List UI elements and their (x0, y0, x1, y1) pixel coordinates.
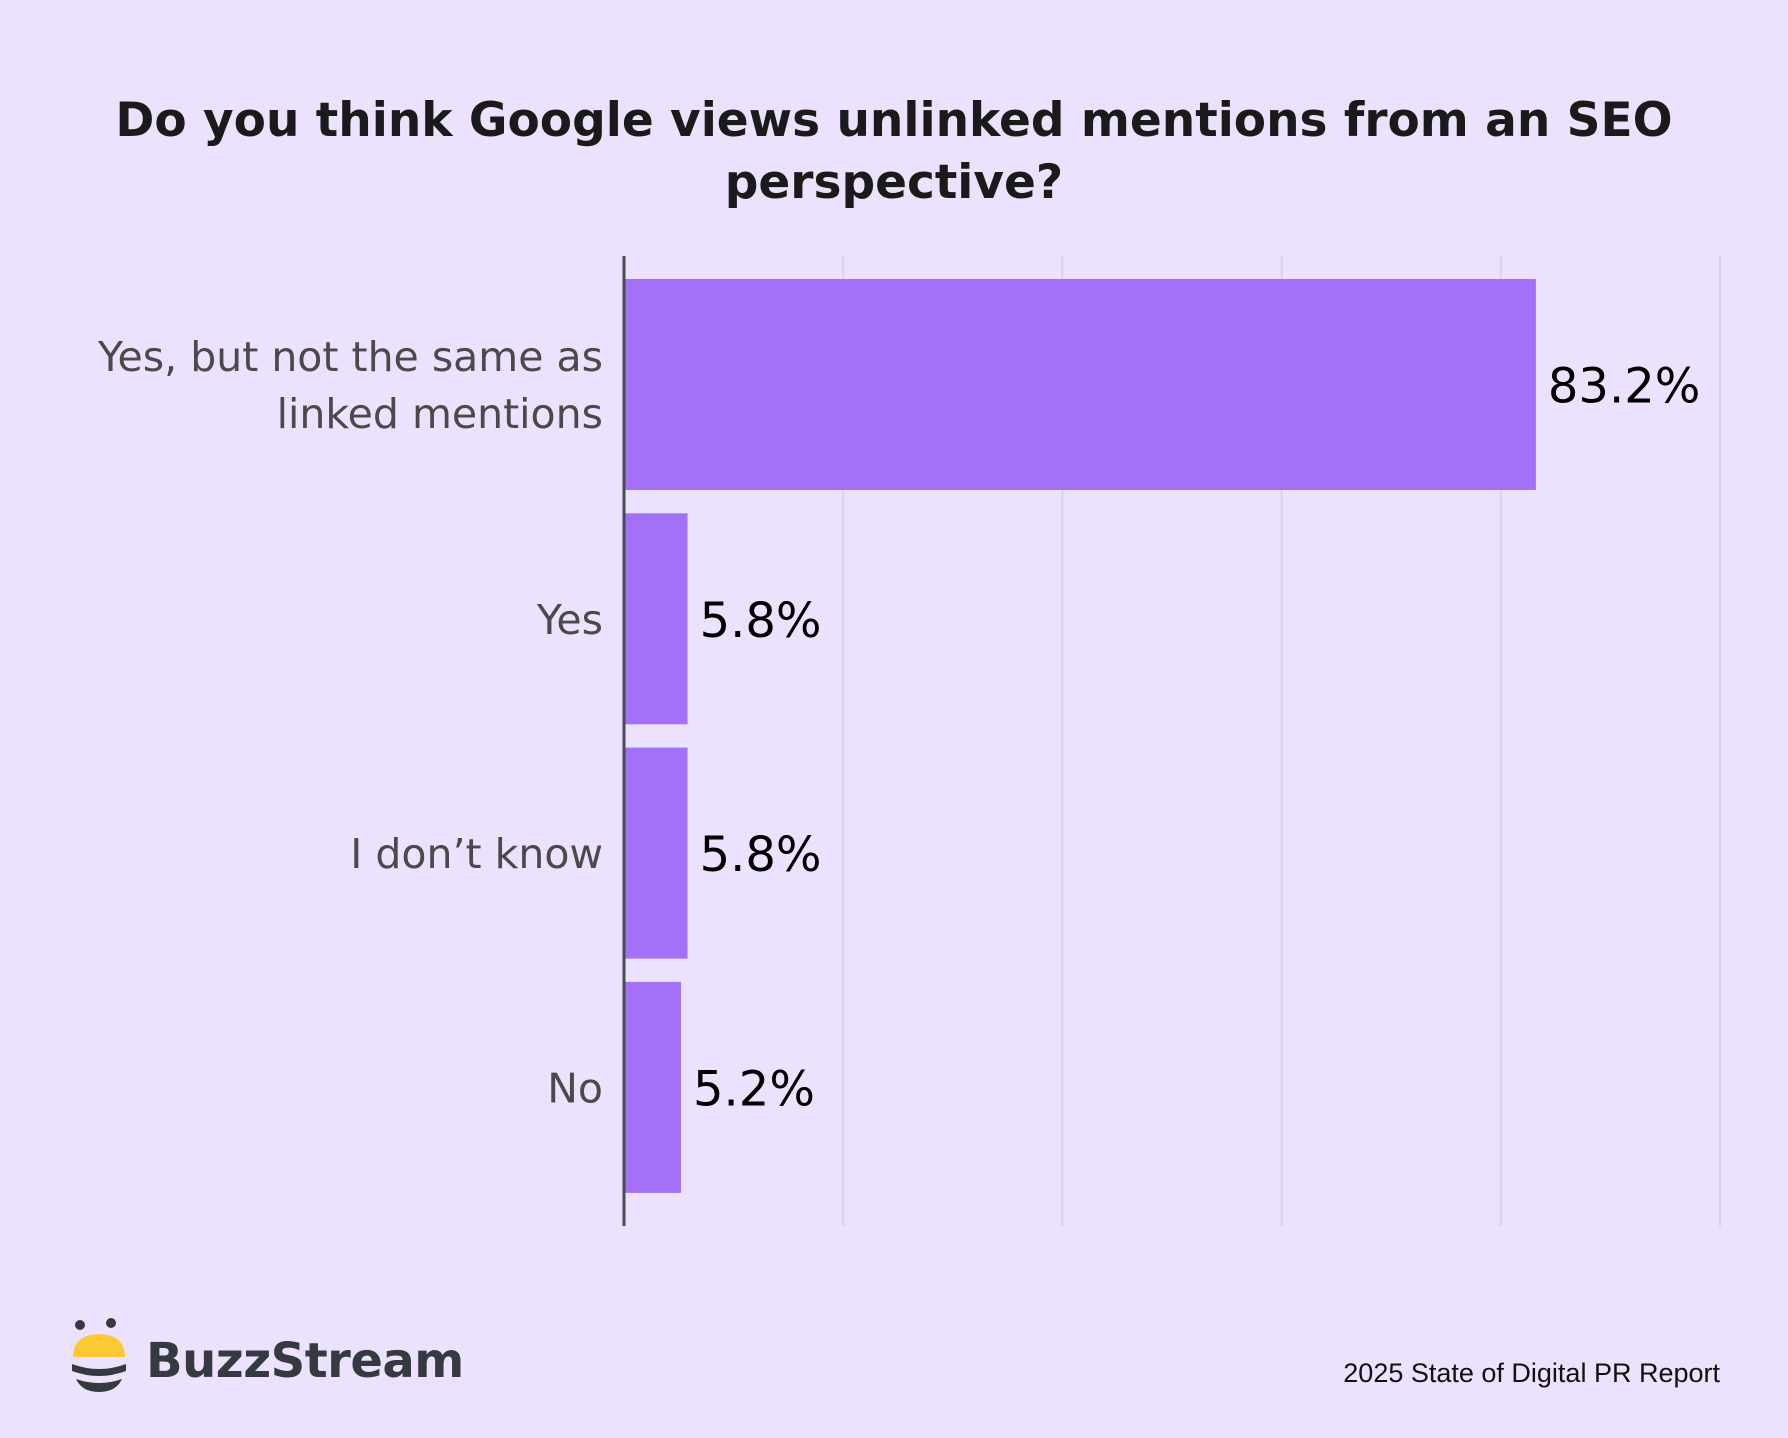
category-label-2: I don’t know (350, 830, 603, 878)
value-labels: 83.2% 5.8% 5.8% 5.2% (693, 359, 1700, 1118)
category-label-line: No (547, 1064, 603, 1112)
brand-name: BuzzStream (146, 1333, 464, 1389)
report-name: 2025 State of Digital PR Report (1343, 1358, 1720, 1388)
category-label-line: I don’t know (350, 830, 603, 878)
bars (624, 279, 1536, 1193)
chart-title: Do you think Google views unlinked menti… (60, 90, 1728, 214)
category-label-line: linked mentions (277, 390, 603, 438)
value-label-0: 83.2% (1548, 359, 1700, 415)
category-label-line: Yes (536, 596, 603, 644)
category-labels: Yes, but not the same as linked mentionsY… (97, 333, 603, 1112)
category-label-0: Yes, but not the same as linked mentions (97, 333, 603, 438)
value-label-2: 5.8% (700, 827, 822, 883)
bee-logo-icon (72, 1318, 126, 1392)
chart-title-line-1: Do you think Google views unlinked menti… (115, 93, 1673, 148)
bar-2 (624, 747, 688, 959)
category-label-1: Yes (536, 596, 603, 644)
category-label-3: No (547, 1064, 603, 1112)
bar-0 (624, 279, 1536, 490)
chart-title-line-2: perspective? (724, 155, 1064, 210)
brand-logo: BuzzStream (68, 1314, 464, 1396)
bar-3 (624, 981, 681, 1193)
value-label-1: 5.8% (700, 593, 822, 649)
category-label-line: Yes, but not the same as (97, 333, 603, 381)
bar-1 (624, 513, 688, 725)
value-label-3: 5.2% (693, 1061, 815, 1117)
